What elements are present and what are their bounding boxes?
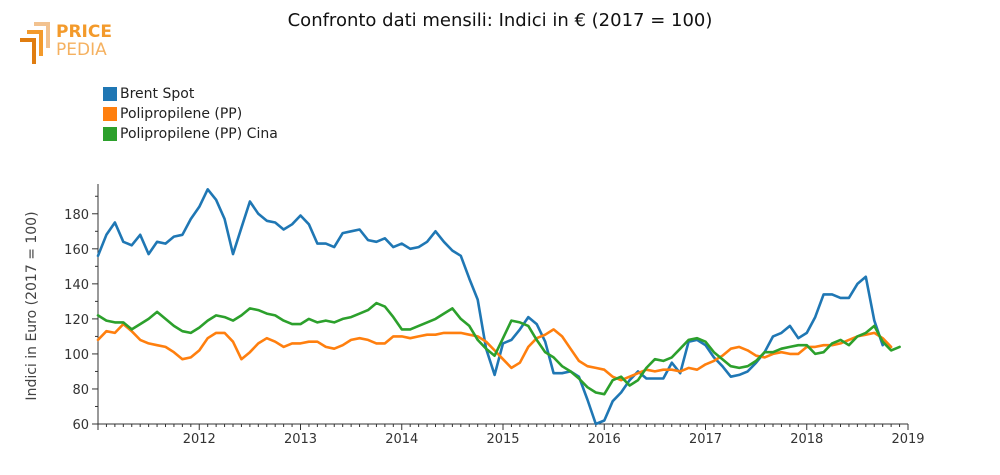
- logo-mark-icon: [20, 22, 50, 64]
- legend-label-pp: Polipropilene (PP): [120, 106, 243, 122]
- legend-label-pp-cina: Polipropilene (PP) Cina: [120, 126, 278, 142]
- logo-text-price: PRICE: [56, 22, 112, 42]
- x-tick-label: 2015: [486, 432, 519, 447]
- y-tick-label: 140: [64, 278, 89, 293]
- x-tick-label: 2018: [790, 432, 823, 447]
- series-line-brent-spot: [96, 188, 885, 426]
- x-tick-label: 2013: [284, 432, 317, 447]
- series-layer: [96, 188, 901, 426]
- pricepedia-logo: PRICE PEDIA: [20, 22, 112, 64]
- y-axis-title: Indici in Euro (2017 = 100): [24, 211, 40, 400]
- y-tick-label: 160: [64, 243, 89, 258]
- x-tick-label: 2019: [891, 432, 924, 447]
- legend-swatch-brent: [103, 87, 117, 101]
- axes: 60 80 100 120 140 160 180 2012 2013 2014 2015 2016 2…: [64, 184, 925, 447]
- logo-text-pedia: PEDIA: [56, 40, 107, 60]
- x-tick-label: 2017: [689, 432, 722, 447]
- x-tick-label: 2016: [588, 432, 621, 447]
- legend-item-pp-cina[interactable]: Polipropilene (PP) Cina: [103, 124, 278, 144]
- legend-label-brent: Brent Spot: [120, 86, 195, 102]
- x-tick-label: 2012: [183, 432, 216, 447]
- y-tick-label: 100: [64, 348, 89, 363]
- chart-title: Confronto dati mensili: Indici in € (201…: [287, 10, 713, 31]
- legend-item-brent[interactable]: Brent Spot: [103, 84, 278, 104]
- legend-swatch-pp-cina: [103, 127, 117, 141]
- y-tick-label: 120: [64, 313, 89, 328]
- y-tick-label: 180: [64, 208, 89, 223]
- series-line-polipropilene-pp-cina: [96, 301, 901, 396]
- y-tick-label: 80: [72, 383, 89, 398]
- legend-swatch-pp: [103, 107, 117, 121]
- chart-legend: Brent Spot Polipropilene (PP) Polipropil…: [103, 84, 278, 144]
- legend-item-pp[interactable]: Polipropilene (PP): [103, 104, 278, 124]
- x-tick-label: 2014: [385, 432, 418, 447]
- y-tick-label: 60: [72, 418, 89, 433]
